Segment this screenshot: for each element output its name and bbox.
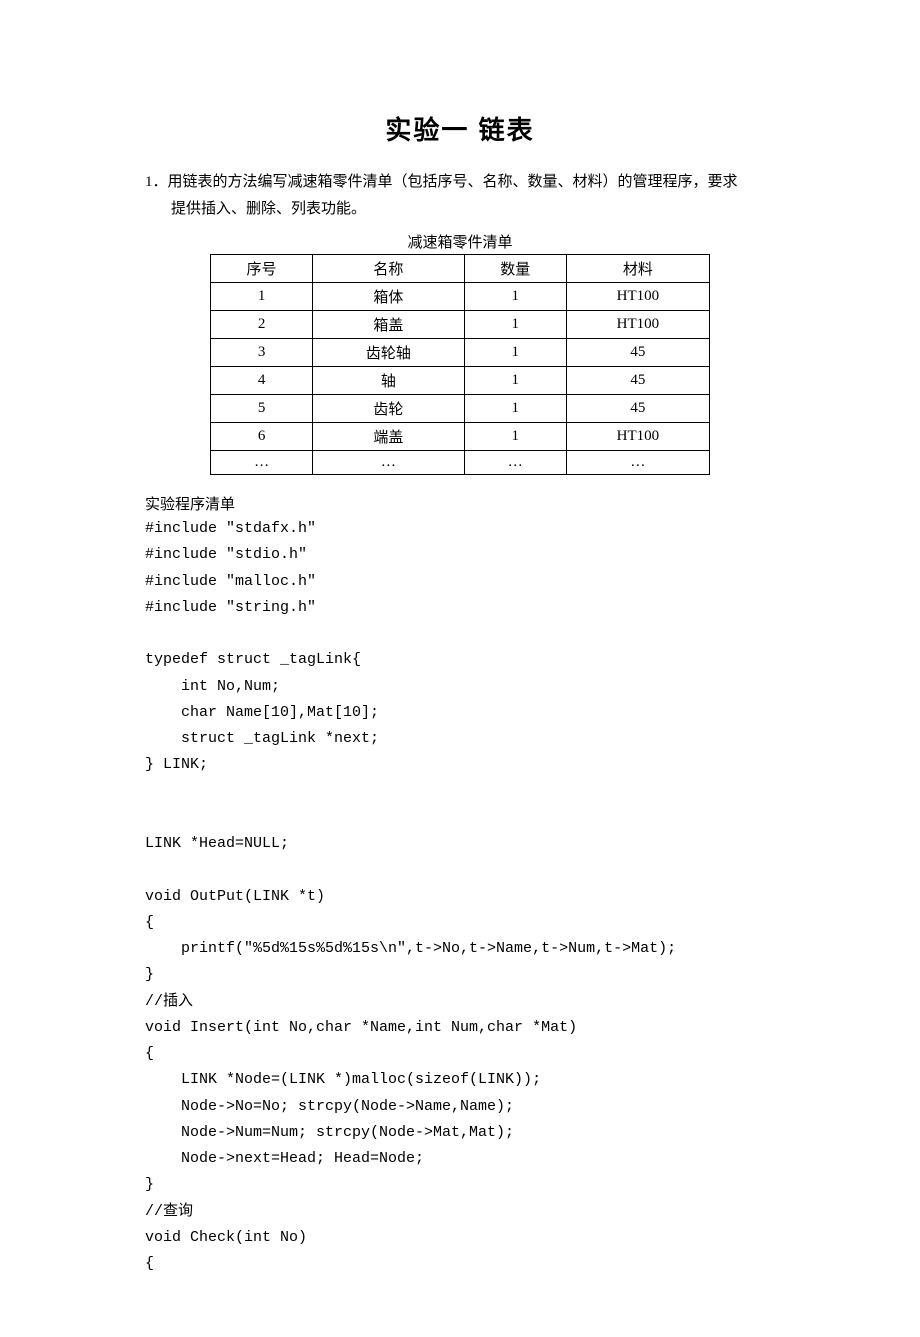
table-row: 5齿轮145	[211, 395, 710, 423]
table-body: 1箱体1HT1002箱盖1HT1003齿轮轴1454轴1455齿轮1456端盖1…	[211, 283, 710, 475]
table-cell: 2	[211, 311, 313, 339]
table-cell: 齿轮	[313, 395, 465, 423]
table-cell: 45	[566, 395, 709, 423]
code-heading: 实验程序清单	[145, 493, 775, 514]
table-cell: 4	[211, 367, 313, 395]
page-title: 实验一 链表	[145, 110, 775, 147]
table-row: 3齿轮轴145	[211, 339, 710, 367]
table-cell: …	[313, 451, 465, 475]
table-cell: HT100	[566, 311, 709, 339]
table-cell: 6	[211, 423, 313, 451]
table-caption: 减速箱零件清单	[145, 231, 775, 252]
table-cell: 箱盖	[313, 311, 465, 339]
table-header-cell: 材料	[566, 255, 709, 283]
table-cell: 45	[566, 339, 709, 367]
table-cell: 1	[464, 423, 566, 451]
table-cell: 1	[464, 395, 566, 423]
table-cell: 3	[211, 339, 313, 367]
table-cell: HT100	[566, 283, 709, 311]
table-cell: …	[566, 451, 709, 475]
problem-line-2: 提供插入、删除、列表功能。	[145, 196, 775, 223]
table-row: 4轴145	[211, 367, 710, 395]
table-header-cell: 序号	[211, 255, 313, 283]
table-cell: 5	[211, 395, 313, 423]
table-cell: …	[464, 451, 566, 475]
table-cell: HT100	[566, 423, 709, 451]
table-row: 2箱盖1HT100	[211, 311, 710, 339]
table-header-row: 序号 名称 数量 材料	[211, 255, 710, 283]
table-header-cell: 名称	[313, 255, 465, 283]
table-cell: 轴	[313, 367, 465, 395]
table-cell: 箱体	[313, 283, 465, 311]
table-cell: 1	[211, 283, 313, 311]
parts-table: 序号 名称 数量 材料 1箱体1HT1002箱盖1HT1003齿轮轴1454轴1…	[210, 254, 710, 475]
table-cell: 端盖	[313, 423, 465, 451]
table-cell: 45	[566, 367, 709, 395]
table-header-cell: 数量	[464, 255, 566, 283]
table-row: 6端盖1HT100	[211, 423, 710, 451]
table-cell: 1	[464, 311, 566, 339]
table-cell: 1	[464, 367, 566, 395]
document-page: 实验一 链表 1．用链表的方法编写减速箱零件清单（包括序号、名称、数量、材料）的…	[0, 0, 920, 1337]
table-cell: 齿轮轴	[313, 339, 465, 367]
table-row: 1箱体1HT100	[211, 283, 710, 311]
problem-statement: 1．用链表的方法编写减速箱零件清单（包括序号、名称、数量、材料）的管理程序，要求…	[145, 169, 775, 223]
table-cell: 1	[464, 339, 566, 367]
table-cell: 1	[464, 283, 566, 311]
table-row: …………	[211, 451, 710, 475]
problem-line-1: 1．用链表的方法编写减速箱零件清单（包括序号、名称、数量、材料）的管理程序，要求	[145, 169, 775, 196]
code-block: #include "stdafx.h" #include "stdio.h" #…	[145, 516, 775, 1277]
table-cell: …	[211, 451, 313, 475]
